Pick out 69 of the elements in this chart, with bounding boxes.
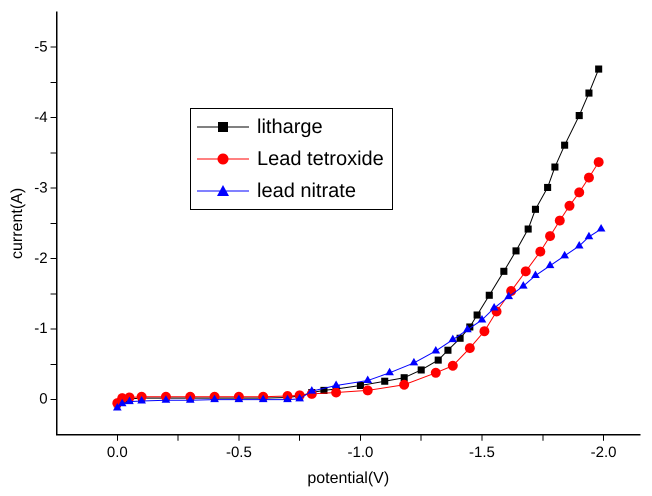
point: [356, 382, 364, 390]
point: [531, 270, 540, 278]
point: [551, 163, 558, 171]
y-tick-label: -2: [34, 250, 48, 267]
point: [448, 334, 458, 342]
point: [500, 268, 508, 275]
point: [596, 224, 606, 232]
point: [520, 266, 531, 276]
x-tick-label: -1.0: [347, 444, 374, 461]
point: [584, 232, 594, 240]
point: [307, 386, 316, 394]
point: [399, 380, 410, 390]
point: [584, 172, 594, 183]
point: [574, 240, 584, 248]
point: [385, 368, 394, 376]
x-axis-title: potential(V): [307, 470, 390, 487]
point: [595, 66, 602, 73]
x-tick-label: -0.5: [226, 444, 252, 461]
point: [478, 314, 486, 322]
y-tick-label: -3: [34, 179, 48, 196]
point: [545, 231, 556, 242]
y-tick-label: 0: [39, 390, 48, 408]
point: [560, 250, 569, 258]
point: [486, 292, 493, 299]
point: [430, 368, 441, 378]
point: [532, 206, 539, 213]
point: [518, 281, 528, 289]
point: [410, 358, 418, 366]
point: [381, 378, 388, 385]
point: [585, 90, 592, 97]
point: [544, 184, 552, 191]
point: [444, 346, 452, 354]
point: [561, 142, 568, 149]
point: [479, 326, 490, 336]
point: [431, 346, 440, 354]
point: [554, 216, 565, 226]
legend-label: lead nitrate: [257, 180, 356, 202]
point: [331, 388, 342, 398]
point: [490, 302, 498, 310]
legend-label: litharge: [257, 116, 323, 138]
point: [564, 200, 574, 211]
y-tick-label: -5: [34, 38, 48, 56]
point: [363, 376, 372, 384]
point: [112, 403, 122, 411]
x-tick-label: -2.0: [590, 444, 616, 461]
y-axis-title: current(A): [9, 188, 26, 259]
point: [464, 343, 475, 354]
point: [418, 366, 425, 374]
x-tick-label: -1.5: [469, 444, 495, 461]
y-tick-label: -4: [34, 108, 48, 126]
point: [576, 112, 583, 120]
legend-label: Lead tetroxide: [257, 148, 384, 170]
y-tick-label: -1: [34, 320, 48, 338]
point: [474, 311, 481, 319]
point: [594, 157, 604, 168]
point: [546, 260, 554, 268]
point: [512, 247, 520, 254]
point: [504, 292, 514, 300]
point: [574, 187, 584, 198]
point: [362, 385, 373, 396]
point: [463, 324, 472, 332]
point: [524, 226, 532, 233]
point: [434, 356, 442, 364]
point: [118, 398, 127, 406]
point: [456, 334, 464, 342]
point: [448, 360, 458, 371]
point: [535, 246, 546, 257]
x-tick-label: 0.0: [106, 444, 128, 461]
point: [332, 380, 340, 388]
